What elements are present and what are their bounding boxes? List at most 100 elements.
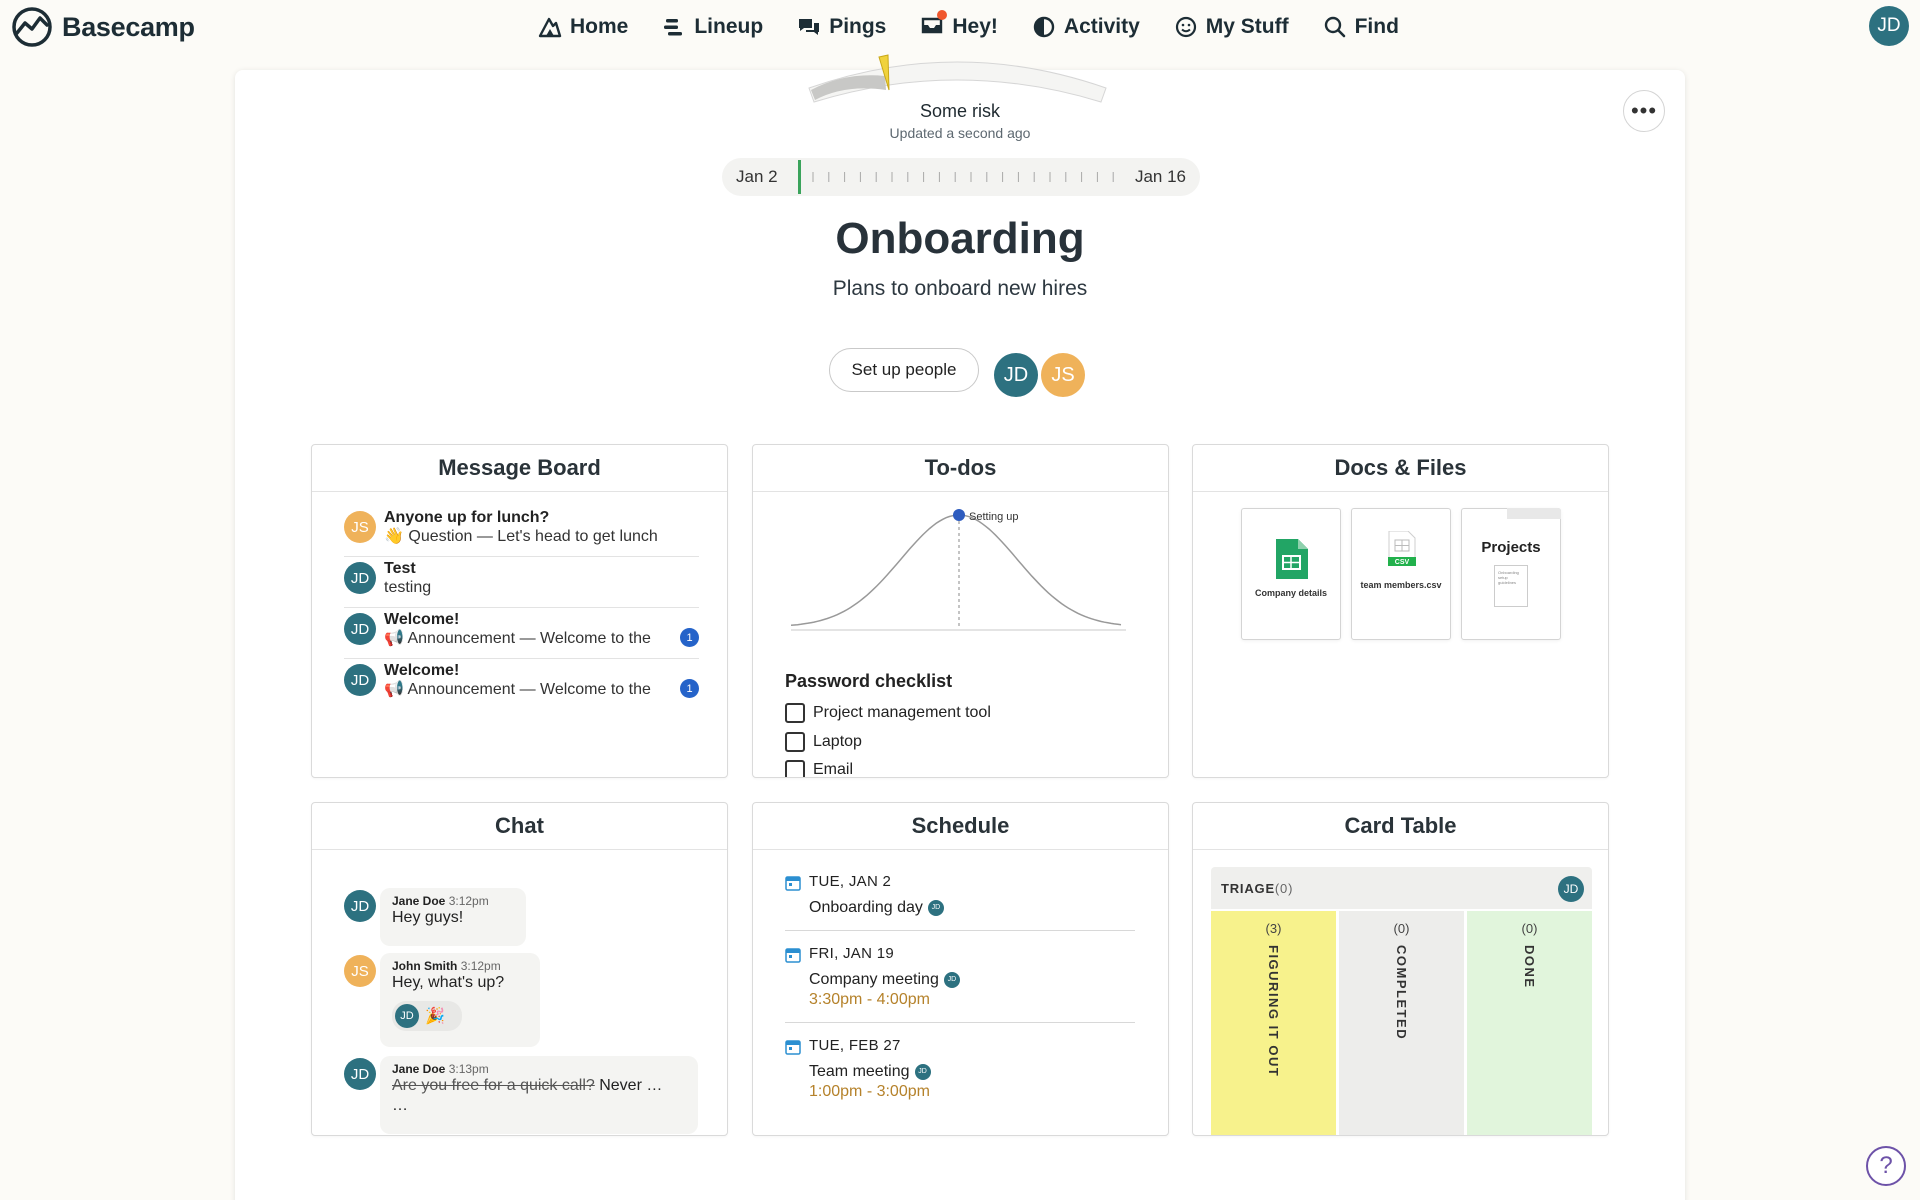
todo-checkbox[interactable] [785,703,805,724]
triage-label: TRIAGE [1221,881,1275,896]
nav-find-label: Find [1354,15,1399,38]
chat-card[interactable]: Chat JD Jane Doe 3:12pm Hey guys! JS Joh… [311,802,728,1136]
doc-team-members-csv[interactable]: CSV team members.csv [1351,508,1451,640]
docs-files-card[interactable]: Docs & Files Company details CSV team me… [1192,444,1609,778]
avatar: JD [344,890,376,922]
card-table-column[interactable]: (0) COMPLETED [1339,911,1464,1135]
avatar: JD [344,664,376,696]
docs-grid: Company details CSV team members.csv Pro… [1241,508,1561,640]
message-excerpt: testing [384,579,432,596]
basecamp-logo[interactable]: Basecamp [10,7,195,47]
chat-message[interactable]: JS John Smith 3:12pm Hey, what's up? JD … [344,953,540,1047]
help-button[interactable]: ? [1866,1146,1906,1186]
spreadsheet-icon [1276,539,1308,579]
chat-time: 3:13pm [448,1062,489,1076]
card-table-column[interactable]: (0) DONE [1467,911,1592,1135]
todos-card[interactable]: To-dos Setting up Password checklist Pro… [752,444,1169,778]
nav-my-stuff[interactable]: My Stuff [1174,10,1289,44]
schedule-card[interactable]: Schedule TUE, JAN 2 Onboarding day JD FRI, … [752,802,1169,1136]
attendee-avatar: JD [927,900,944,916]
nav-hey[interactable]: Hey! [920,10,998,44]
basecamp-logo-icon [12,7,52,47]
event-date: TUE, JAN 2 [809,873,892,890]
nav-home-label: Home [570,15,629,38]
schedule-event[interactable]: TUE, JAN 2 Onboarding day JD [785,873,1135,931]
nav-lineup[interactable]: Lineup [662,10,763,44]
todo-item[interactable]: Project management tool [785,699,991,728]
chat-message[interactable]: JD Jane Doe 3:12pm Hey guys! [344,888,526,946]
schedule-title[interactable]: Schedule [753,803,1168,850]
doc-company-details[interactable]: Company details [1241,508,1341,640]
nav-pings[interactable]: Pings [797,10,886,44]
project-description: Plans to onboard new hires [832,277,1088,300]
folder-tab [1507,508,1561,519]
project-timeline[interactable]: Jan 2 Jan 16 [722,158,1200,196]
smiley-icon [1175,16,1196,38]
chat-message[interactable]: JD Jane Doe 3:13pm Are you free for a qu… [344,1056,698,1134]
more-options-button[interactable]: ••• [1623,90,1665,132]
avatar: JS [344,955,376,987]
schedule-event[interactable]: FRI, JAN 19 Company meeting JD 3:30pm - 4:0… [785,945,1135,1023]
schedule-events: TUE, JAN 2 Onboarding day JD FRI, JAN 19 Com… [785,873,1135,1128]
message-item[interactable]: JD Test testing [344,557,699,608]
boost-avatar: JD [395,1004,419,1028]
message-item[interactable]: JS Anyone up for lunch? 👋 Question — Let's… [344,506,699,557]
folder-projects[interactable]: Projects Onboarding setup guidelines [1461,508,1561,640]
card-table-column[interactable]: (3) FIGURING IT OUT [1211,911,1336,1135]
message-board-card[interactable]: Message Board JS Anyone up for lunch? 👋 Qu… [311,444,728,778]
pings-icon [799,19,820,35]
boost-reactions[interactable]: JD 🎉 [392,1001,462,1031]
party-popper-icon: 🎉 [425,1008,445,1025]
column-name: COMPLETED [1394,945,1409,1041]
message-title: Welcome! [384,662,460,679]
event-time: 3:30pm - 4:00pm [809,991,930,1008]
hey-icon-wrap [920,10,948,42]
user-avatar[interactable]: JD [1869,6,1909,46]
schedule-event[interactable]: TUE, FEB 27 Team meeting JD 1:00pm - 3:00pm [785,1037,1135,1114]
todos-title[interactable]: To-dos [753,445,1168,492]
todo-item[interactable]: Laptop [785,728,991,757]
project-member-avatar[interactable]: JD [994,353,1038,397]
chat-text: Hey, what's up? [392,974,505,991]
message-item[interactable]: JD Welcome! 📢 Announcement — Welcome to th… [344,608,699,659]
avatar: JD [344,613,376,645]
message-text: Welcome! 📢 Announcement — Welcome to the 1 [384,610,699,654]
hill-chart[interactable]: Setting up [791,501,1136,646]
message-text: Anyone up for lunch? 👋 Question — Let's h… [384,508,699,552]
event-name: Team meeting JD [809,1062,1135,1082]
todo-checkbox[interactable] [785,731,805,752]
message-item[interactable]: JD Welcome! 📢 Announcement — Welcome to th… [344,659,699,710]
chat-bubble: Jane Doe 3:13pm Are you free for a quick… [380,1056,698,1134]
set-up-people-button[interactable]: Set up people [829,348,979,392]
timeline-today-marker [798,160,801,194]
csv-tag: CSV [1395,559,1410,566]
nav-activity[interactable]: Activity [1032,10,1140,44]
nav-find[interactable]: Find [1323,10,1399,44]
card-table-card[interactable]: Card Table TRIAGE(0) JD (3) FIGURING IT O… [1192,802,1609,1136]
message-board-title[interactable]: Message Board [312,445,727,492]
card-table-title[interactable]: Card Table [1193,803,1608,850]
risk-updated: Updated a second ago [889,125,1031,141]
calendar-icon [785,876,801,891]
chat-text: Hey guys! [392,909,464,926]
docs-files-title[interactable]: Docs & Files [1193,445,1608,492]
triage-column[interactable]: TRIAGE(0) JD [1211,867,1592,909]
risk-gauge[interactable] [805,54,1110,114]
hill-dot-label: Setting up [969,511,1019,523]
nav-home[interactable]: Home [538,10,628,44]
hill-dot[interactable] [953,509,965,521]
event-title: Team meeting [809,1063,910,1080]
todo-item[interactable]: Email [785,756,991,777]
folder-name: Projects [1481,539,1541,556]
todo-checkbox[interactable] [785,760,805,777]
todo-label: Project management tool [813,704,991,722]
column-count: (3) [1265,921,1282,936]
todo-list-title[interactable]: Password checklist [785,671,953,691]
message-excerpt: 📢 Announcement — Welcome to the [384,630,651,647]
event-title: Company meeting [809,971,939,988]
chat-title[interactable]: Chat [312,803,727,850]
nav-lineup-label: Lineup [694,15,764,38]
project-member-avatar[interactable]: JS [1041,353,1085,397]
chat-struck-text: Are you free for a quick call? [392,1077,595,1094]
chat-author: Jane Doe [392,1062,446,1076]
